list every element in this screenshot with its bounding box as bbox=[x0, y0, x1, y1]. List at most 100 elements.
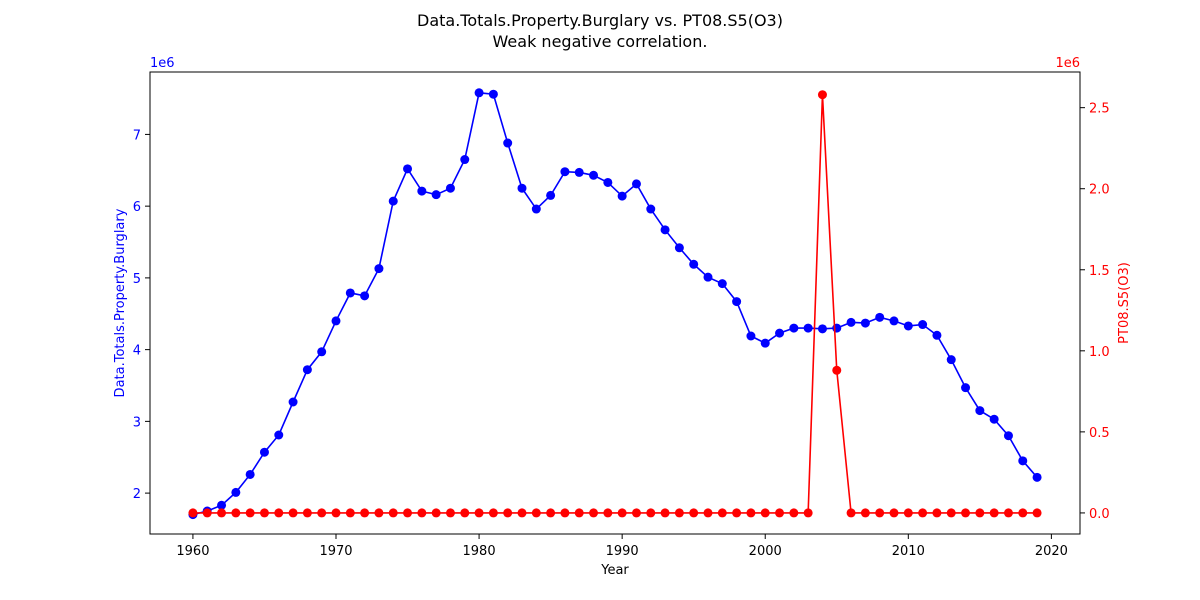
series-1-point bbox=[1032, 472, 1042, 482]
series-1-point bbox=[689, 259, 699, 269]
series-1-point bbox=[431, 190, 441, 200]
series-2-point bbox=[560, 508, 570, 518]
series-2-point bbox=[360, 508, 370, 518]
series-1-point bbox=[817, 324, 827, 334]
series-2-point bbox=[188, 508, 198, 518]
series-1-point bbox=[231, 487, 241, 497]
plot-frame bbox=[149, 71, 1081, 535]
x-tick-label: 2020 bbox=[1035, 544, 1068, 559]
left-axis-offset-text: 1e6 bbox=[150, 56, 175, 71]
series-1-point bbox=[660, 225, 670, 235]
series-2-point bbox=[646, 508, 656, 518]
left-tick-label: 5 bbox=[133, 272, 141, 287]
left-tick-label: 6 bbox=[133, 200, 141, 215]
series-1-point bbox=[245, 469, 255, 479]
series-1-point bbox=[789, 323, 799, 333]
series-2-point bbox=[417, 508, 427, 518]
series-1-point bbox=[932, 330, 942, 340]
left-axis-label: Data.Totals.Property.Burglary bbox=[113, 208, 128, 397]
series-1-point bbox=[403, 164, 413, 174]
series-2-point bbox=[374, 508, 384, 518]
series-1-point bbox=[274, 430, 284, 440]
series-1-point bbox=[860, 318, 870, 328]
series-1-point bbox=[445, 183, 455, 193]
series-2-point bbox=[946, 508, 956, 518]
left-axis-ticks: 2 3 4 5 6 7 bbox=[133, 128, 150, 502]
series-1-point bbox=[331, 316, 341, 326]
series-2-point bbox=[217, 508, 227, 518]
series-2-point bbox=[803, 508, 813, 518]
series-1-point bbox=[746, 331, 756, 341]
series-2-point bbox=[789, 508, 799, 518]
series-1-point bbox=[460, 155, 470, 165]
series-2-point bbox=[631, 508, 641, 518]
series-2-point bbox=[903, 508, 913, 518]
series-2-point bbox=[918, 508, 928, 518]
series-1-line bbox=[192, 91, 1038, 516]
x-tick-label: 2000 bbox=[749, 544, 782, 559]
x-axis-label: Year bbox=[600, 563, 629, 578]
series-2-point bbox=[345, 508, 355, 518]
series-1 bbox=[188, 88, 1042, 520]
left-tick-label: 7 bbox=[133, 128, 141, 143]
series-2-line bbox=[192, 94, 1038, 514]
series-1-point bbox=[531, 204, 541, 214]
series-2-point bbox=[832, 365, 842, 375]
left-tick-label: 3 bbox=[133, 415, 141, 430]
x-tick-label: 1990 bbox=[606, 544, 639, 559]
series-2-point bbox=[531, 508, 541, 518]
series-2-point bbox=[517, 508, 527, 518]
series-2-point bbox=[589, 508, 599, 518]
series-1-point bbox=[732, 297, 742, 307]
series-2-point bbox=[775, 508, 785, 518]
right-tick-label: 0.0 bbox=[1089, 507, 1110, 522]
right-axis-ticks: 0.0 0.5 1.0 1.5 2.0 2.5 bbox=[1080, 102, 1110, 522]
series-2-point bbox=[388, 508, 398, 518]
series-1-point bbox=[775, 328, 785, 338]
series-2-point bbox=[431, 508, 441, 518]
series-1-point bbox=[560, 167, 570, 177]
right-axis-label: PT08.S5(O3) bbox=[1117, 262, 1132, 344]
series-2-point bbox=[546, 508, 556, 518]
series-2-point bbox=[403, 508, 413, 518]
series-2-point bbox=[202, 508, 212, 518]
series-2-point bbox=[231, 508, 241, 518]
series-2-point bbox=[331, 508, 341, 518]
series-1-point bbox=[589, 170, 599, 180]
series-1-point bbox=[374, 264, 384, 274]
series-2-point bbox=[817, 90, 827, 100]
series-1-point bbox=[703, 272, 713, 282]
series-1-point bbox=[388, 196, 398, 206]
x-tick-label: 1960 bbox=[176, 544, 209, 559]
series-1-point bbox=[217, 500, 227, 510]
series-2-point bbox=[603, 508, 613, 518]
series-2-point bbox=[746, 508, 756, 518]
series-1-point bbox=[488, 89, 498, 99]
series-1-point bbox=[875, 312, 885, 322]
series-2-point bbox=[875, 508, 885, 518]
series-2-point bbox=[245, 508, 255, 518]
series-1-point bbox=[288, 397, 298, 407]
series-1-point bbox=[918, 320, 928, 330]
series-layer bbox=[188, 88, 1042, 520]
series-1-point bbox=[259, 447, 269, 457]
series-2-point bbox=[259, 508, 269, 518]
series-2-point bbox=[445, 508, 455, 518]
series-1-point bbox=[674, 243, 684, 253]
x-tick-label: 1980 bbox=[463, 544, 496, 559]
right-tick-label: 0.5 bbox=[1089, 426, 1110, 441]
chart-subtitle: Weak negative correlation. bbox=[493, 32, 708, 51]
series-1-point bbox=[989, 414, 999, 424]
left-tick-label: 4 bbox=[133, 344, 141, 359]
series-2-point bbox=[1018, 508, 1028, 518]
series-1-point bbox=[617, 191, 627, 201]
series-2-point bbox=[717, 508, 727, 518]
series-1-point bbox=[546, 190, 556, 200]
right-tick-label: 2.0 bbox=[1089, 183, 1110, 198]
left-tick-label: 2 bbox=[133, 487, 141, 502]
series-2-point bbox=[488, 508, 498, 518]
series-1-point bbox=[474, 88, 484, 98]
series-2-point bbox=[961, 508, 971, 518]
right-tick-label: 2.5 bbox=[1089, 102, 1110, 117]
series-2-point bbox=[574, 508, 584, 518]
